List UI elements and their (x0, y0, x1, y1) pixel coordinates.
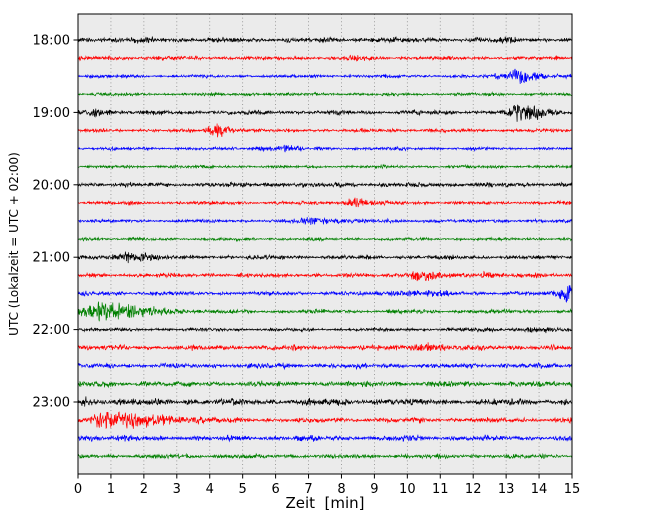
x-tick-label: 0 (74, 482, 82, 497)
seismogram-trace-18:30 (78, 68, 572, 85)
seismogram-trace-22:30 (78, 362, 572, 371)
plot-border (77, 13, 573, 475)
seismogram-trace-21:30 (78, 285, 572, 303)
seismogram-trace-21:45 (78, 301, 572, 322)
seismogram-trace-18:45 (78, 91, 572, 98)
seismogram-trace-20:45 (78, 236, 572, 243)
x-tick-label: 5 (239, 482, 247, 497)
x-tick-label: 7 (304, 482, 312, 497)
seismogram-trace-20:00 (78, 181, 572, 189)
x-tick-label: 6 (271, 482, 279, 497)
y-tick-label: 22:00 (33, 323, 70, 338)
x-tick-label: 4 (206, 482, 214, 497)
seismogram-trace-19:00 (78, 104, 572, 122)
y-axis-label: UTC (Lokalzeit = UTC + 02:00) (7, 152, 21, 336)
y-tick-label: 23:00 (33, 396, 70, 411)
seismogram-trace-19:45 (78, 163, 572, 170)
seismogram-trace-18:15 (78, 54, 572, 62)
seismogram-trace-19:15 (78, 123, 572, 138)
x-tick-label: 8 (337, 482, 345, 497)
x-tick-label: 2 (140, 482, 148, 497)
x-tick-label: 1 (107, 482, 115, 497)
seismogram-trace-21:15 (78, 270, 572, 282)
seismogram-trace-18:00 (78, 36, 572, 45)
seismogram-trace-22:15 (78, 342, 572, 352)
y-tick-label: 21:00 (33, 251, 70, 266)
seismogram-trace-19:30 (78, 144, 572, 153)
x-tick-label: 9 (370, 482, 378, 497)
seismogram-trace-22:00 (78, 326, 572, 334)
x-tick-label: 11 (432, 482, 449, 497)
traces-group (78, 36, 572, 460)
seismogram-trace-23:45 (78, 452, 572, 460)
plot-background (78, 14, 572, 474)
y-tick-label: 19:00 (33, 106, 70, 121)
y-tick-label: 20:00 (33, 178, 70, 193)
x-tick-label: 14 (531, 482, 548, 497)
x-tick-label: 15 (564, 482, 581, 497)
x-tick-label: 12 (465, 482, 482, 497)
x-tick-label: 10 (399, 482, 416, 497)
seismogram-trace-23:30 (78, 434, 572, 443)
seismogram-trace-21:00 (78, 251, 572, 264)
x-tick-label: 13 (498, 482, 515, 497)
seismogram-trace-23:00 (78, 396, 572, 407)
seismogram-trace-20:15 (78, 197, 572, 208)
seismogram-trace-22:45 (78, 380, 572, 389)
x-tick-label: 3 (173, 482, 181, 497)
x-axis-label: Zeit [min] (285, 494, 365, 512)
seismogram-trace-20:30 (78, 217, 572, 226)
seismogram-trace-23:15 (78, 411, 572, 430)
y-tick-label: 18:00 (33, 34, 70, 49)
